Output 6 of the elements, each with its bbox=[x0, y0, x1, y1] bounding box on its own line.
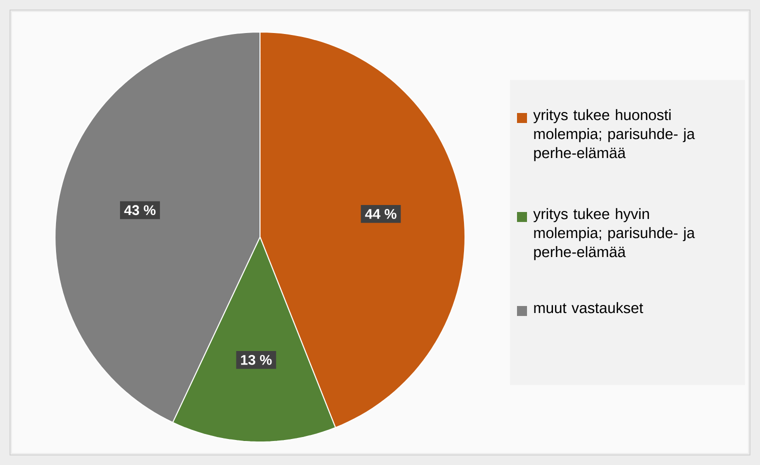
data-label: 13 % bbox=[241, 354, 272, 365]
data-label: 43 % bbox=[124, 205, 156, 216]
legend-label: yritys tukee huonosti molempia; parisuhde- ja perhe-elämää bbox=[533, 109, 695, 162]
data-label: 44 % bbox=[365, 209, 396, 219]
legend-label: muut vastaukset bbox=[534, 302, 644, 314]
legend-label: yritys tukee hyvin molempia; parisuhde- ja perhe-elämää bbox=[533, 208, 695, 260]
